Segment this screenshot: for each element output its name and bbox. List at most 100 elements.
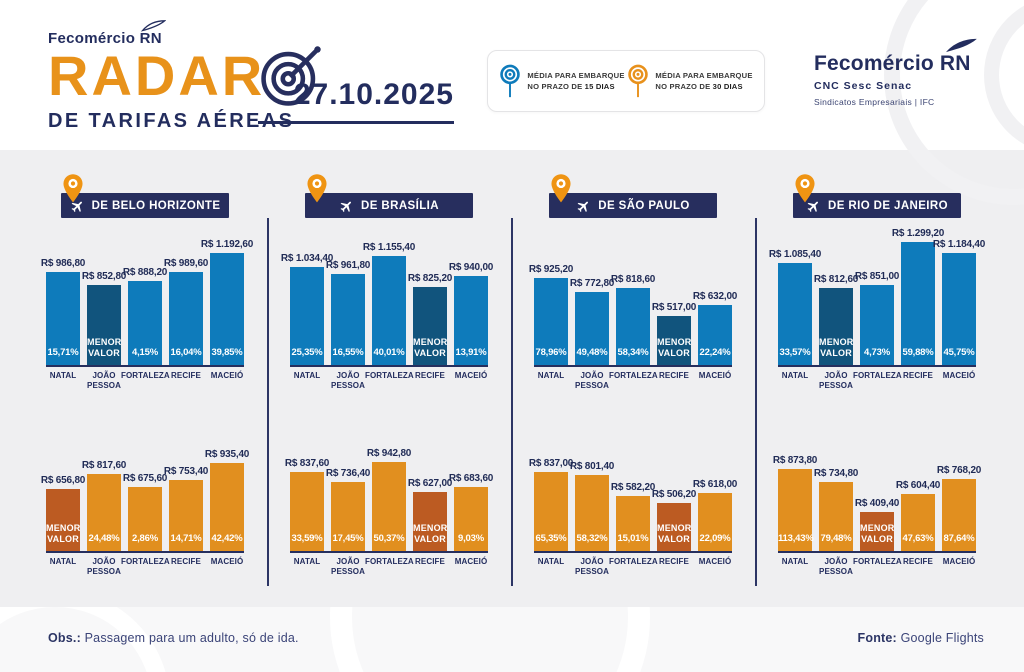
destination-label: FORTALEZA [609,557,658,566]
destination-label: MACEIÓ [698,371,732,380]
plane-icon [340,201,352,212]
fare-bar: R$ 517,00 MENOR VALOR [652,302,696,365]
destination-label: NATAL [781,557,809,566]
variation-percent: 22,09% [699,533,731,544]
origin-title: DE BRASÍLIA [361,199,439,212]
fecomercio-brand-block: Fecomércio RN CNC Sesc Senac Sindicatos … [814,38,984,107]
fecomercio-small-logo-text: Fecomércio RN [48,30,162,47]
menor-valor-label: MENOR VALOR [819,337,854,359]
destination-label: MACEIÓ [942,371,976,380]
radar-target-icon [261,46,321,106]
fare-value: R$ 618,00 [692,479,738,490]
fare-value: R$ 888,20 [122,267,168,278]
fare-value: R$ 734,80 [813,468,859,479]
fare-bar: R$ 818,60 58,34% [611,274,655,365]
destinations-row: NATAL JOÃO PESSOA FORTALEZA RECIFE MACEIÓ [290,371,488,397]
chart-30-days: R$ 837,00 65,35% R$ 801,40 58,32% R$ 582,2… [511,449,755,583]
bars-30-days: R$ 656,80 MENOR VALOR R$ 817,60 24,48% R$ 6… [41,449,249,553]
variation-percent: 47,63% [902,533,934,544]
destination-label: RECIFE [903,557,933,566]
destination-label: FORTALEZA [121,557,170,566]
origin-title: DE BELO HORIZONTE [91,199,221,212]
variation-percent: 40,01% [373,347,405,358]
fare-bar: R$ 852,80 MENOR VALOR [82,271,126,365]
fare-bar: R$ 925,20 78,96% [529,264,573,365]
fare-bar: R$ 772,80 49,48% [570,278,614,365]
fare-bar: R$ 837,00 65,35% [529,458,573,551]
fare-bar: R$ 1.085,40 33,57% [769,249,821,365]
chart-15-days: R$ 986,80 15,71% R$ 852,80 MENOR VALOR R$ 8… [23,227,267,397]
fare-value: R$ 851,00 [854,271,900,282]
fare-bar: R$ 1.299,20 59,88% [892,228,944,365]
fare-bar: R$ 409,40 MENOR VALOR [855,498,899,551]
fare-value: R$ 1.184,40 [932,239,986,250]
destination-label: RECIFE [415,371,445,380]
origin-title-band: DE RIO DE JANEIRO [793,193,961,218]
fare-bar: R$ 989,60 16,04% [164,258,208,365]
variation-percent: 58,34% [617,347,649,358]
fare-value: R$ 772,80 [569,278,615,289]
chart-15-days: R$ 1.034,40 25,35% R$ 961,80 16,55% R$ 1.1… [267,227,511,397]
fare-value: R$ 736,40 [325,468,371,479]
brand-entities: CNC Sesc Senac [814,80,913,92]
legend-item-15-days: MÉDIA PARA EMBARQUE NO PRAZO DE 15 DIAS [499,63,624,99]
fare-bar: R$ 736,40 17,45% [326,468,370,551]
footer: Obs.: Passagem para um adulto, só de ida… [0,607,1024,672]
fare-value: R$ 986,80 [40,258,86,269]
menor-valor-label: MENOR VALOR [657,523,692,545]
variation-percent: 79,48% [820,533,852,544]
legend-item-30-days: MÉDIA PARA EMBARQUE NO PRAZO DE 30 DIAS [627,63,752,99]
chart-15-days: R$ 925,20 78,96% R$ 772,80 49,48% R$ 818,6… [511,227,755,397]
fare-bar: R$ 825,20 MENOR VALOR [408,273,452,365]
fare-value: R$ 852,80 [81,271,127,282]
feather-icon [140,20,166,32]
bars-15-days: R$ 925,20 78,96% R$ 772,80 49,48% R$ 818,6… [529,227,737,367]
fare-value: R$ 604,40 [895,480,941,491]
destination-label: JOÃO PESSOA [819,371,853,390]
variation-percent: 39,85% [211,347,243,358]
fare-value: R$ 961,80 [325,260,371,271]
variation-percent: 87,64% [943,533,975,544]
variation-percent: 59,88% [902,347,934,358]
chart-30-days: R$ 656,80 MENOR VALOR R$ 817,60 24,48% R$ 6… [23,449,267,583]
variation-percent: 4,73% [864,347,890,358]
origin-column: DE RIO DE JANEIRO R$ 1.085,40 33,57% R$ 8… [755,150,999,583]
origin-column: DE BRASÍLIA R$ 1.034,40 25,35% R$ 961,80 1… [267,150,511,583]
fecomercio-brand-name: Fecomércio RN [814,38,984,76]
fare-bar: R$ 986,80 15,71% [41,258,85,365]
fare-value: R$ 925,20 [528,264,574,275]
fare-value: R$ 873,80 [772,455,818,466]
origin-header: DE BELO HORIZONTE [61,174,229,218]
origin-title: DE RIO DE JANEIRO [828,199,948,212]
variation-percent: 16,55% [332,347,364,358]
variation-percent: 14,71% [170,533,202,544]
bars-15-days: R$ 1.034,40 25,35% R$ 961,80 16,55% R$ 1.1… [281,227,493,367]
variation-percent: 42,42% [211,533,243,544]
variation-percent: 4,15% [132,347,158,358]
fare-value: R$ 753,40 [163,466,209,477]
fare-bar: R$ 940,00 13,91% [449,262,493,365]
fare-bar: R$ 801,40 58,32% [570,461,614,551]
fare-value: R$ 989,60 [163,258,209,269]
destination-label: NATAL [537,557,565,566]
variation-percent: 49,48% [576,347,608,358]
destination-label: NATAL [537,371,565,380]
menor-valor-label: MENOR VALOR [413,337,448,359]
variation-percent: 15,01% [617,533,649,544]
fare-value: R$ 656,80 [40,475,86,486]
variation-percent: 58,32% [576,533,608,544]
column-divider [511,218,513,586]
observation-note: Obs.: Passagem para um adulto, só de ida… [48,631,299,645]
destination-label: NATAL [293,371,321,380]
map-pin-icon [551,174,571,203]
destination-label: JOÃO PESSOA [819,557,853,576]
destinations-row: NATAL JOÃO PESSOA FORTALEZA RECIFE MACEIÓ [778,557,976,583]
destination-label: RECIFE [903,371,933,380]
fare-value: R$ 627,00 [407,478,453,489]
fare-value: R$ 801,40 [569,461,615,472]
chart-30-days: R$ 873,80 113,43% R$ 734,80 79,48% R$ 409,… [755,449,999,583]
destinations-row: NATAL JOÃO PESSOA FORTALEZA RECIFE MACEIÓ [46,371,244,397]
charts-band: DE BELO HORIZONTE R$ 986,80 15,71% R$ 852… [0,150,1024,607]
fare-bar: R$ 812,60 MENOR VALOR [814,274,858,365]
fare-value: R$ 935,40 [204,449,250,460]
